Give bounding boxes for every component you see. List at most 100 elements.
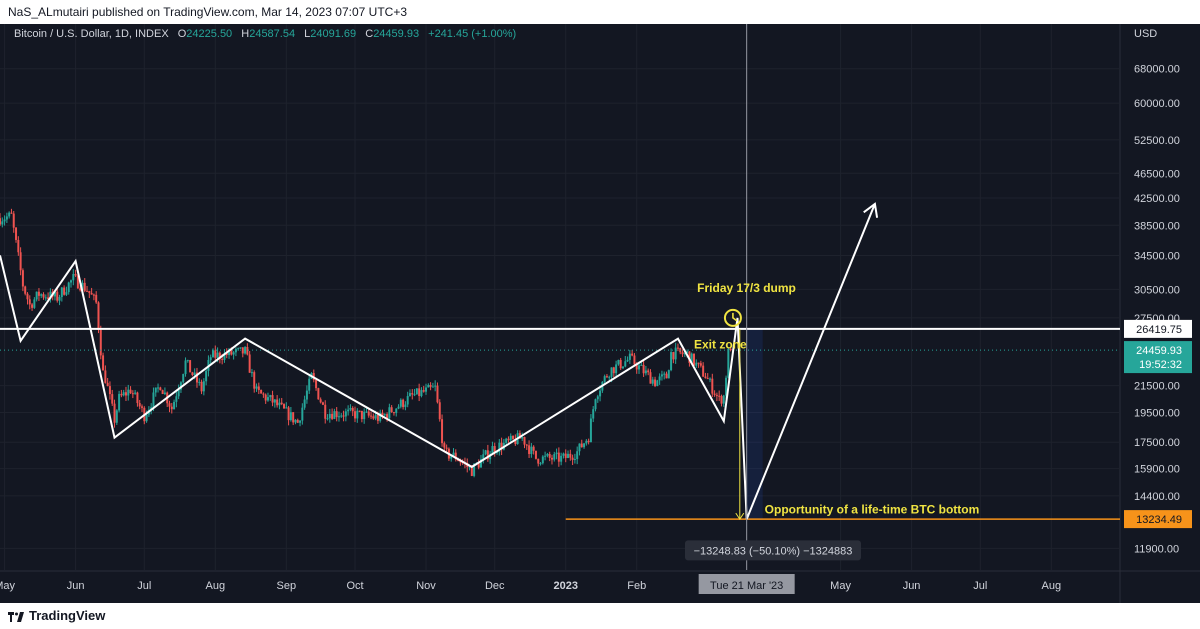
candle-body [42,294,45,298]
close-value: 24459.93 [373,28,420,40]
candle-body [124,392,127,396]
btc-bottom-label: Opportunity of a life-time BTC bottom [765,503,980,517]
candle-body [8,212,11,217]
y-tick-label: 15900.00 [1134,464,1180,476]
candle-body [493,446,496,453]
open-label: O [177,28,187,40]
candle-body [573,459,576,461]
candle-body [589,418,592,443]
candle-body [468,466,471,468]
candle-body [617,359,620,365]
candle-body [379,412,382,421]
x-tick-label: May [0,580,15,592]
candle-body [115,410,118,423]
candle-body [202,381,205,392]
candle-body [173,401,176,410]
candle-body [473,463,476,476]
candle-body [198,381,201,383]
candle-body [555,452,558,455]
candle-body [539,463,542,465]
candle-body [193,372,196,375]
candle-body [381,412,384,416]
footer-bar: TradingView [0,603,1200,629]
candle-body [553,454,556,460]
candle-body [5,216,8,220]
candle-body [619,359,622,369]
candle-body [390,407,393,413]
candle-body [83,282,86,291]
candle-body [434,385,437,387]
support-price-tag-bg [1124,510,1192,529]
candle-body [351,407,354,412]
candle-body [420,390,423,397]
candle-body [223,352,226,360]
x-tick-label: Aug [206,580,226,592]
candle-countdown: 19:52:32 [1139,359,1182,371]
candle-body [331,413,334,419]
candle-body [131,393,134,395]
candle-body [530,446,533,454]
candle-body [113,403,116,423]
candle-body [104,370,107,383]
candle-body [541,456,544,464]
candle-body [727,348,730,378]
candle-body [690,353,693,363]
y-tick-label: 52500.00 [1134,135,1180,147]
price-chart[interactable]: 68000.00 60000.00 52500.00 46500.00 42500.00… [0,24,1200,603]
candle-body [21,270,24,287]
candle-body [102,355,105,371]
candle-body [67,282,70,293]
candle-body [120,393,123,396]
x-tick-label: Sep [277,580,297,592]
candle-body [33,299,36,308]
candle-body [408,393,411,397]
candle-body [273,399,276,403]
candle-body [422,390,425,392]
candle-body [292,412,295,423]
y-tick-label: 60000.00 [1134,98,1180,110]
candle-body [624,361,627,367]
candle-body [170,406,173,410]
candle-body [138,403,141,407]
candle-body [603,376,606,382]
candle-body [626,359,629,362]
candle-body [676,347,679,349]
time-cursor-tag-bg [698,574,795,594]
candle-body [218,352,221,359]
candle-body [335,411,338,418]
candle-body [253,372,256,389]
candle-body [264,394,267,401]
candle-body [386,414,389,419]
y-tick-label: 46500.00 [1134,168,1180,180]
candle-body [621,366,624,369]
candle-body [450,456,453,459]
candle-body [40,294,43,296]
candle-body [599,390,602,397]
candle-body [106,382,109,387]
candle-body [70,280,73,283]
low-value: 24091.69 [310,28,357,40]
candle-body [594,399,597,410]
candle-body [328,413,331,419]
y-tick-label: 68000.00 [1134,64,1180,76]
y-tick-label: 19500.00 [1134,407,1180,419]
tradingview-brand[interactable]: TradingView [8,608,105,623]
candle-body [189,360,192,373]
candle-body [356,410,359,419]
candle-body [324,404,327,419]
candle-body [303,399,306,408]
x-tick-label: Feb [627,580,646,592]
candle-body [37,291,40,296]
candle-body [276,399,279,406]
chart-area[interactable]: 68000.00 60000.00 52500.00 46500.00 42500.00… [0,24,1200,603]
candle-body [537,458,540,464]
candle-body [709,378,712,380]
candle-body [374,414,377,419]
candle-body [340,415,343,417]
candle-body [399,399,402,407]
candle-body [250,372,253,374]
candle-body [241,347,244,354]
candle-body [248,354,251,373]
candle-body [76,275,79,289]
candle-body [429,384,432,387]
